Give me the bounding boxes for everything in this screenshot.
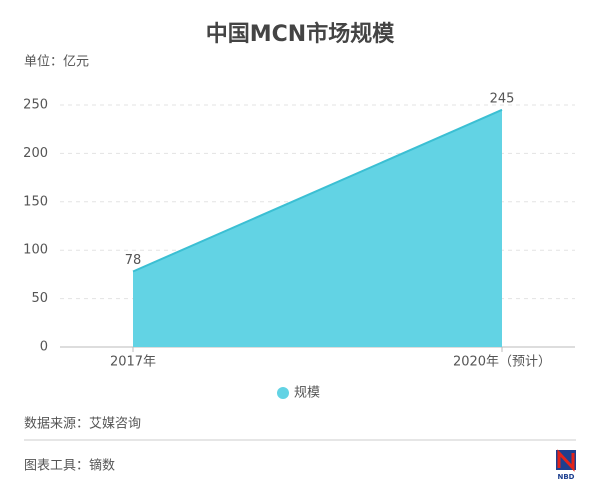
- unit-label: 单位：亿元: [24, 55, 89, 70]
- area-line: [132, 108, 503, 273]
- y-tick-label: 150: [23, 194, 48, 209]
- value-label: 78: [125, 253, 142, 268]
- legend-marker: [277, 387, 289, 399]
- y-tick-label: 250: [23, 98, 48, 113]
- area: [133, 109, 502, 347]
- x-tick-label: 2017年: [110, 355, 156, 370]
- logo: NBD: [556, 449, 576, 481]
- y-tick-label: 0: [40, 340, 48, 355]
- tool: 图表工具：镝数: [24, 458, 115, 474]
- logo-text: NBD: [557, 473, 574, 481]
- y-tick-label: 100: [23, 243, 48, 258]
- logo-mark: [557, 449, 575, 472]
- value-label: 245: [490, 91, 515, 106]
- y-tick-label: 200: [23, 146, 48, 161]
- source: 数据来源：艾媒咨询: [24, 417, 141, 432]
- y-tick-label: 50: [31, 291, 48, 306]
- x-tick-label: 2020年（预计）: [453, 355, 551, 370]
- chart-title: 中国MCN市场规模: [206, 21, 395, 47]
- legend-label: 规模: [294, 386, 320, 401]
